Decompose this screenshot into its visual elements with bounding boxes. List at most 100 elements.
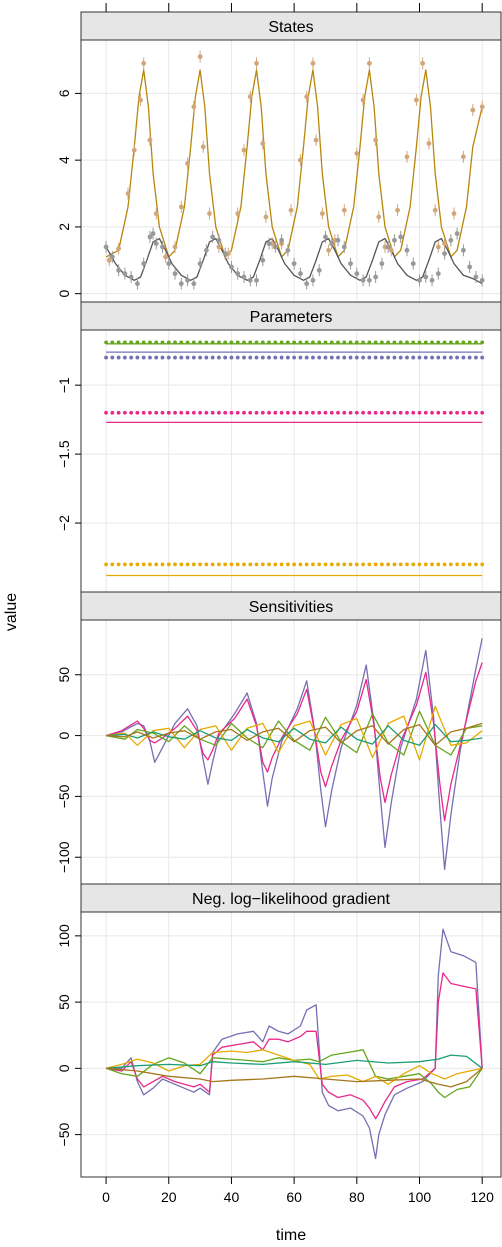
parameter-dot xyxy=(355,341,359,345)
parameter-dot xyxy=(311,563,315,567)
parameter-dot xyxy=(161,356,165,360)
data-point xyxy=(405,151,410,163)
parameter-dot xyxy=(393,563,397,567)
data-point xyxy=(264,211,269,223)
parameter-dot xyxy=(167,563,171,567)
parameter-dot xyxy=(324,411,328,415)
data-point xyxy=(229,261,234,273)
parameter-dot xyxy=(311,356,315,360)
x-axis-bottom: 0 20 40 60 80 100 120 xyxy=(102,1177,494,1205)
parameter-dot xyxy=(273,341,277,345)
parameter-dot xyxy=(136,563,140,567)
parameter-dot xyxy=(367,341,371,345)
parameter-dot xyxy=(380,341,384,345)
parameter-dot xyxy=(161,341,165,345)
parameter-dot xyxy=(211,563,215,567)
data-point xyxy=(448,234,453,246)
parameter-dot xyxy=(167,411,171,415)
data-point xyxy=(342,204,347,216)
parameter-dot xyxy=(374,563,378,567)
parameter-dot xyxy=(273,411,277,415)
parameter-dot xyxy=(386,356,390,360)
parameter-dot xyxy=(443,341,447,345)
parameter-dot xyxy=(299,356,303,360)
parameter-dot xyxy=(217,341,221,345)
data-point xyxy=(129,271,134,283)
parameter-dot xyxy=(292,341,296,345)
parameter-dot xyxy=(449,563,453,567)
parameter-dot xyxy=(399,356,403,360)
parameter-dot xyxy=(211,411,215,415)
data-point xyxy=(442,248,447,260)
parameter-dot xyxy=(123,411,127,415)
parameter-dot xyxy=(405,411,409,415)
data-point xyxy=(376,211,381,223)
data-point xyxy=(326,244,331,256)
parameter-dot xyxy=(367,356,371,360)
parameter-dot xyxy=(299,563,303,567)
panel-3: Neg. log−likelihood gradient 100 50 0 −50 xyxy=(56,884,501,1177)
parameter-dot xyxy=(204,411,208,415)
data-point xyxy=(373,271,378,283)
parameter-dot xyxy=(443,356,447,360)
parameter-dot xyxy=(411,411,415,415)
parameter-dot xyxy=(305,356,309,360)
parameter-dot xyxy=(230,356,234,360)
parameter-dot xyxy=(223,563,227,567)
parameter-dot xyxy=(154,356,158,360)
parameter-dot xyxy=(117,563,121,567)
data-point xyxy=(461,244,466,256)
parameter-dot xyxy=(142,341,146,345)
parameter-dot xyxy=(198,341,202,345)
parameter-dot xyxy=(236,563,240,567)
parameter-dot xyxy=(449,356,453,360)
parameter-dot xyxy=(142,411,146,415)
parameter-dot xyxy=(480,341,484,345)
parameter-dot xyxy=(148,411,152,415)
parameter-dot xyxy=(192,411,196,415)
parameter-dot xyxy=(455,356,459,360)
parameter-dot xyxy=(192,341,196,345)
parameter-dot xyxy=(223,356,227,360)
parameter-dot xyxy=(255,341,259,345)
parameter-dot xyxy=(104,411,108,415)
data-point xyxy=(217,234,222,246)
parameter-dot xyxy=(367,411,371,415)
parameter-dot xyxy=(449,341,453,345)
parameter-dot xyxy=(192,356,196,360)
data-point xyxy=(433,204,438,216)
parameter-dot xyxy=(405,341,409,345)
data-point xyxy=(470,104,475,116)
parameter-dot xyxy=(292,563,296,567)
parameter-dot xyxy=(474,356,478,360)
panel-frame xyxy=(81,302,501,592)
y-tick-label: 2 xyxy=(56,223,72,231)
parameter-dot xyxy=(374,411,378,415)
data-point xyxy=(207,208,212,220)
parameter-dot xyxy=(136,411,140,415)
parameter-dot xyxy=(361,356,365,360)
parameter-dot xyxy=(317,563,321,567)
x-tick-label: 60 xyxy=(286,1189,302,1205)
panels-layer: States0246Parameters−1−1.5−2Sensitivitie… xyxy=(56,12,501,1177)
data-point xyxy=(242,271,247,283)
parameter-dot xyxy=(129,341,133,345)
parameter-dot xyxy=(386,411,390,415)
data-point xyxy=(254,274,259,286)
data-point xyxy=(141,57,146,69)
parameter-dot xyxy=(330,563,334,567)
parameter-dot xyxy=(255,356,259,360)
parameter-dot xyxy=(330,341,334,345)
parameter-dot xyxy=(361,411,365,415)
parameter-dot xyxy=(198,563,202,567)
parameter-dot xyxy=(104,563,108,567)
parameter-dot xyxy=(110,356,114,360)
parameter-dot xyxy=(261,411,265,415)
data-point xyxy=(480,274,485,286)
parameter-dot xyxy=(267,341,271,345)
parameter-dot xyxy=(399,411,403,415)
parameter-dot xyxy=(286,563,290,567)
data-point xyxy=(191,101,196,113)
parameter-dot xyxy=(123,356,127,360)
parameter-dot xyxy=(117,341,121,345)
